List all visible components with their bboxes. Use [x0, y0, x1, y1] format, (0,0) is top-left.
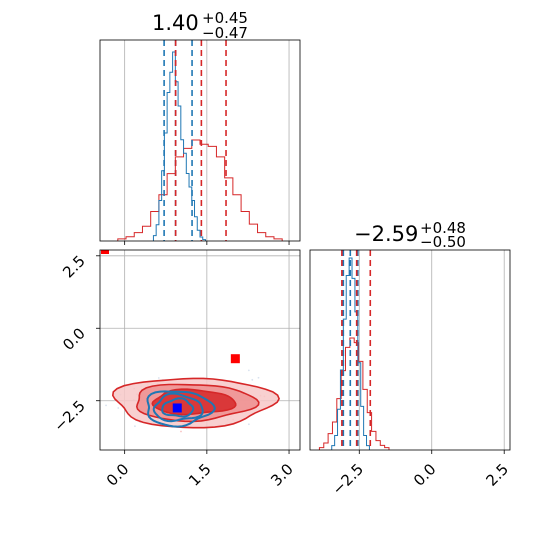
- joint-sample-point: [180, 430, 182, 433]
- top-histogram-title: 1.40: [152, 11, 199, 35]
- right-xtick-label: 0.0: [410, 460, 440, 490]
- right-histogram-quantiles: [341, 250, 372, 450]
- top-title-value: 1.40: [152, 11, 199, 35]
- joint-red-edge-marker: [101, 250, 109, 254]
- right-xtick-label: −2.5: [329, 460, 367, 498]
- joint-sample-point: [157, 377, 160, 379]
- joint-blue-truth-marker: [172, 403, 182, 413]
- top-histogram-frame: [99, 39, 301, 242]
- right-histogram-series: [318, 257, 390, 450]
- joint-sample-point: [247, 423, 250, 426]
- right-xtick-label: 2.5: [482, 460, 512, 490]
- joint-frame: [99, 249, 301, 451]
- joint-xtick-label: 3.0: [267, 460, 297, 490]
- joint-ytick-label: 2.5: [59, 252, 89, 282]
- top-title-upper: +0.45: [202, 9, 248, 27]
- joint-xtick-label: 1.5: [185, 460, 215, 490]
- joint-sample-point: [247, 369, 250, 372]
- top-histogram-panel: [99, 39, 301, 245]
- joint-ytick-label: 0.0: [59, 324, 89, 354]
- top-red-histogram: [117, 139, 283, 241]
- joint-panel: 0.0 1.5 3.0 2.5 0.0 −2.5: [50, 249, 301, 490]
- joint-red-truth-marker: [230, 354, 240, 364]
- top-histogram-grid: [124, 40, 290, 241]
- right-title-upper: +0.48: [420, 219, 466, 237]
- right-histogram-grid: [358, 250, 505, 450]
- joint-ytick-label: −2.5: [50, 397, 88, 435]
- top-blue-histogram: [152, 51, 206, 241]
- joint-xtick-label: 0.0: [103, 460, 133, 490]
- right-title-value: −2.59: [354, 222, 418, 246]
- joint-sample-point: [117, 407, 120, 409]
- top-histogram-xticks: [124, 241, 290, 245]
- top-histogram-series: [117, 51, 283, 241]
- joint-sample-point: [257, 376, 260, 379]
- right-title-lower: −0.50: [420, 233, 466, 251]
- joint-markers: [101, 250, 240, 413]
- top-histogram-quantiles: [163, 40, 227, 241]
- joint-blue-contour: [152, 392, 204, 423]
- right-blue-histogram: [331, 257, 370, 450]
- right-histogram-title: −2.59: [354, 222, 418, 246]
- right-red-histogram: [318, 337, 390, 450]
- right-histogram-panel: −2.5 0.0 2.5: [309, 249, 512, 499]
- joint-sample-point: [134, 425, 136, 428]
- joint-blue-contour: [161, 397, 195, 418]
- right-histogram-frame: [309, 249, 511, 451]
- joint-blue-contour: [146, 390, 216, 428]
- joint-sample-point: [105, 404, 107, 407]
- joint-ticks: 0.0 1.5 3.0 2.5 0.0 −2.5: [50, 252, 297, 490]
- top-title-lower: −0.47: [202, 24, 248, 42]
- joint-contours: [111, 377, 280, 429]
- right-histogram-ticks: −2.5 0.0 2.5: [329, 450, 512, 499]
- joint-sample-point: [251, 378, 254, 381]
